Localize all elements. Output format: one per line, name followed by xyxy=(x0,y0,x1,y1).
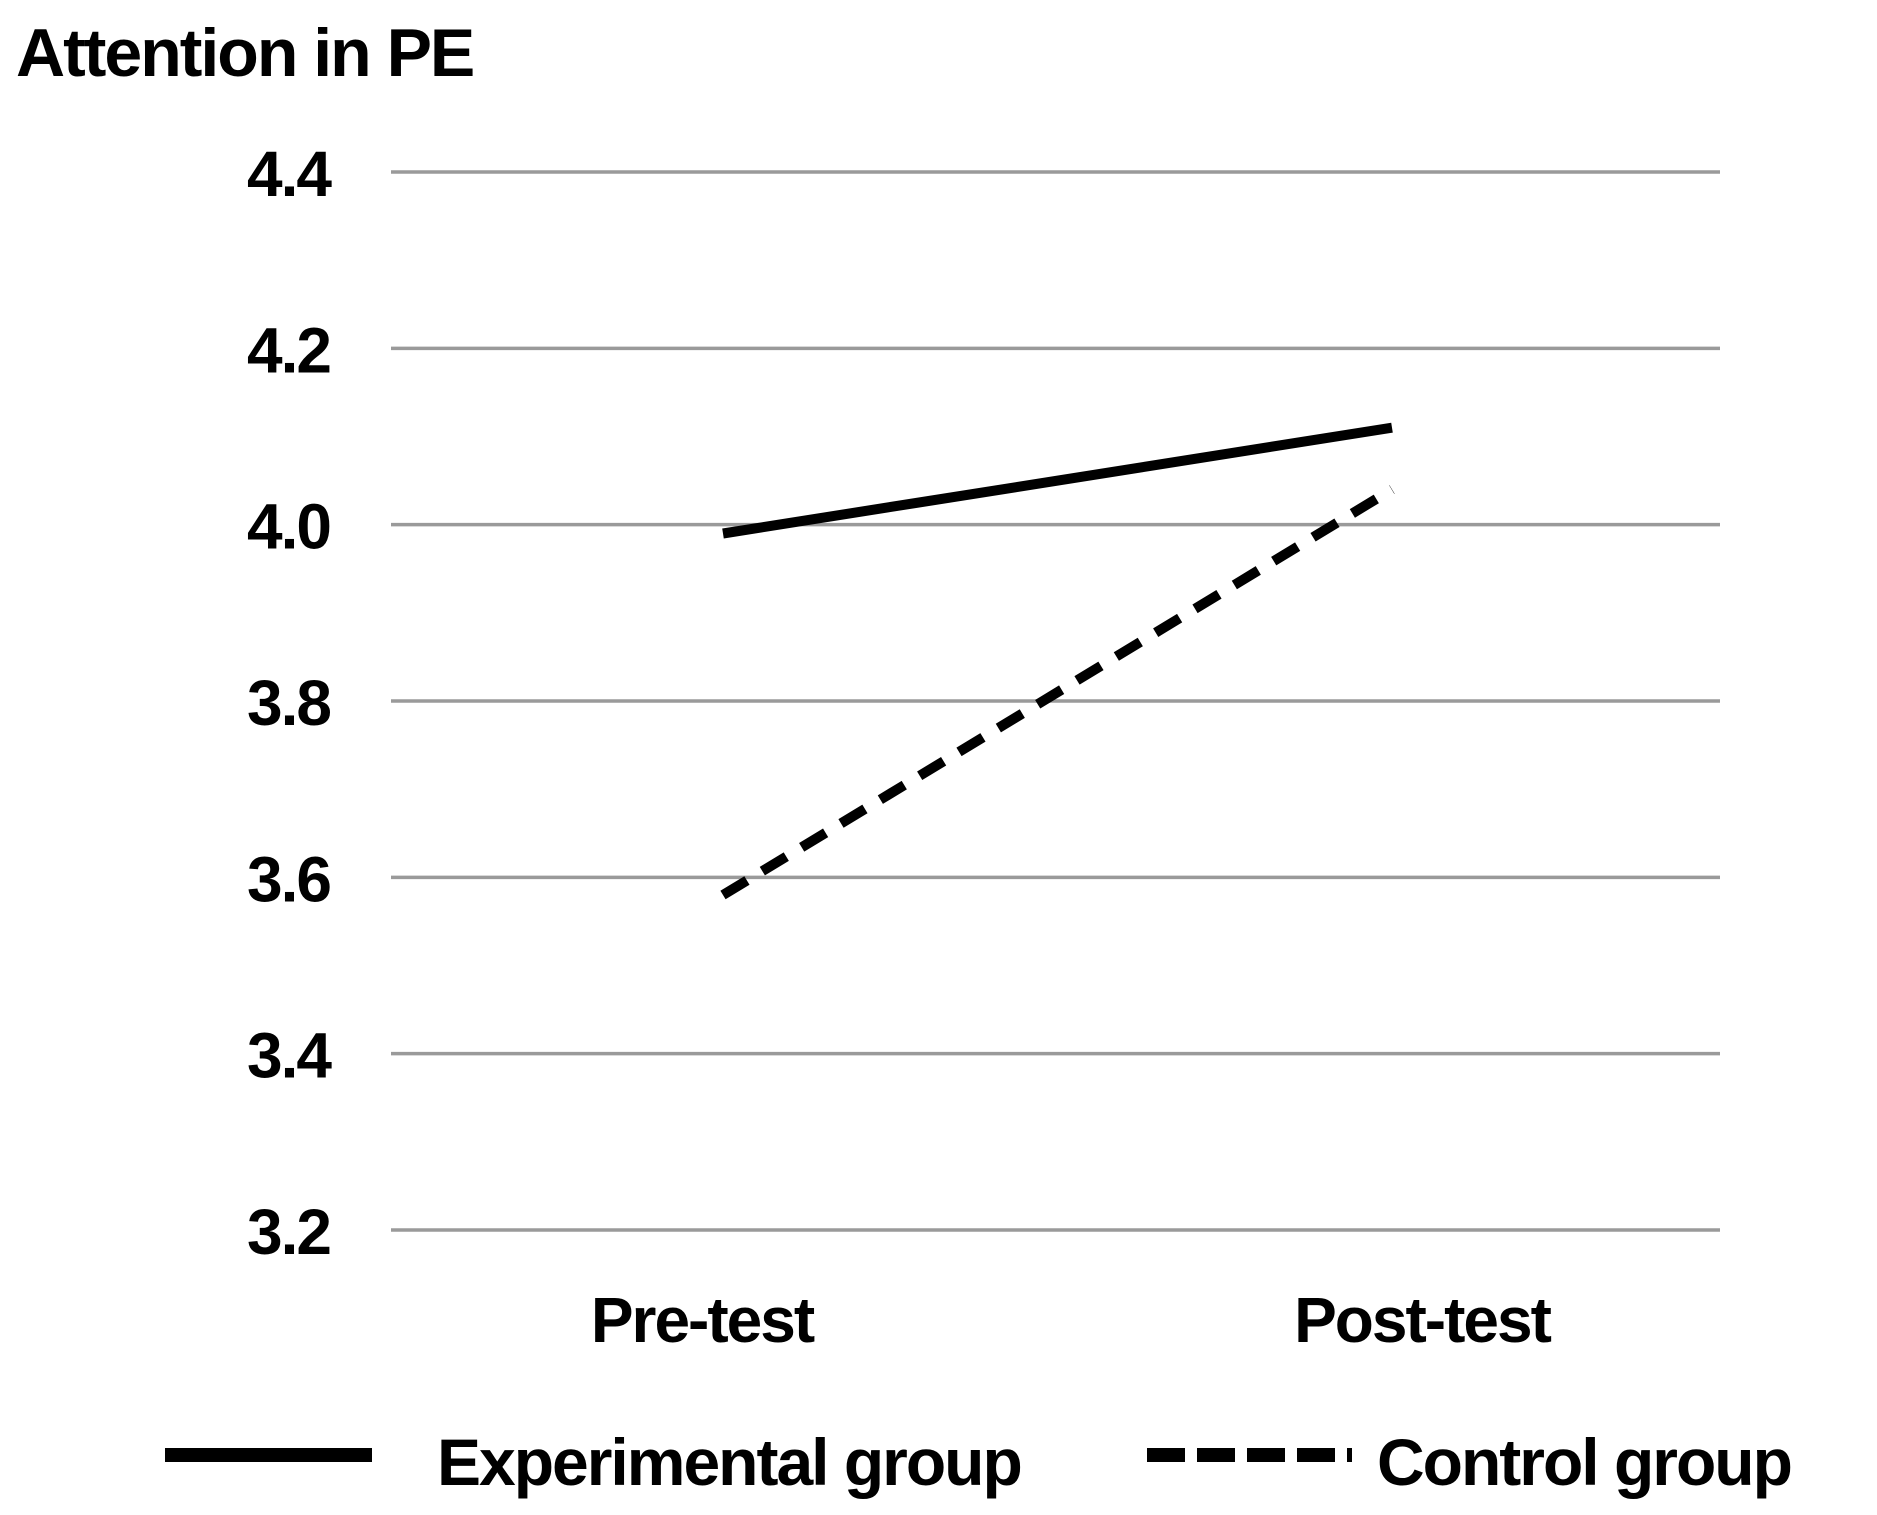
y-axis-tick-label: 4.0 xyxy=(247,491,330,563)
x-axis-label-pre-test: Pre-test xyxy=(591,1284,815,1356)
legend-label-experimental-group: Experimental group xyxy=(437,1425,1023,1499)
legend: Experimental group Control group xyxy=(0,1408,1877,1508)
y-axis-tick-label: 4.2 xyxy=(247,314,330,386)
legend-label-control-group: Control group xyxy=(1377,1425,1793,1499)
y-axis-tick-label: 4.4 xyxy=(247,138,332,210)
line-chart-plot-area: 4.4 4.2 4.0 3.8 3.6 3.4 3.2 Pre-test Post-test xyxy=(247,138,1720,1356)
y-axis-tick-label: 3.8 xyxy=(247,667,330,739)
series-line-experimental-group xyxy=(722,422,1393,539)
y-axis-tick-label: 3.2 xyxy=(247,1196,330,1268)
y-axis-tick-label: 3.4 xyxy=(247,1020,332,1092)
x-axis-label-post-test: Post-test xyxy=(1294,1284,1552,1356)
series-line-control-group xyxy=(720,485,1395,900)
y-axis-tick-label: 3.6 xyxy=(247,843,330,915)
experimental-solid-line-swatch xyxy=(165,1448,372,1462)
chart-title: Attention in PE xyxy=(16,15,475,91)
control-dashed-line-swatch xyxy=(1147,1448,1352,1462)
